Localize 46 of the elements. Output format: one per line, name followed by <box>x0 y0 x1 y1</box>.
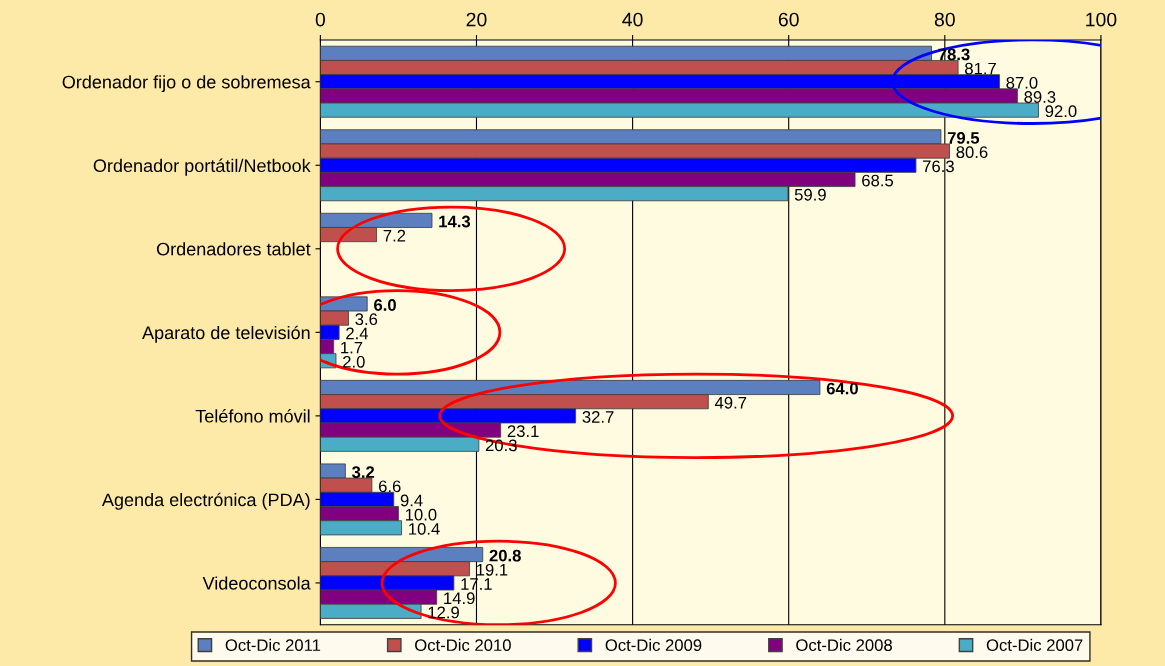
data-label: 59.9 <box>794 188 826 201</box>
data-label: 80.6 <box>956 146 988 159</box>
y-tick-label: Aparato de televisión <box>142 325 310 343</box>
data-label: 19.1 <box>476 563 508 576</box>
data-label: 9.4 <box>400 494 423 507</box>
y-tick-label: Videoconsola <box>202 576 311 590</box>
x-tick-label: 100 <box>1086 12 1117 27</box>
x-tick-label: 40 <box>622 12 643 27</box>
data-label: 87.0 <box>1006 76 1038 89</box>
data-label: 68.5 <box>862 174 894 187</box>
data-label: 14.3 <box>439 215 471 228</box>
data-label: 79.5 <box>947 132 980 144</box>
data-label: 89.3 <box>1024 91 1056 103</box>
data-label: 32.7 <box>582 411 614 423</box>
data-label: 6.6 <box>378 480 401 493</box>
x-tick-label: 80 <box>934 12 955 27</box>
legend-label: Oct-Dic 2011 <box>225 638 321 652</box>
data-label: 64.0 <box>826 382 858 395</box>
data-label: 14.9 <box>444 592 475 605</box>
data-label: 10.0 <box>405 508 437 521</box>
data-label: 81.7 <box>965 62 996 75</box>
data-label: 6.0 <box>374 299 396 311</box>
data-label: 49.7 <box>714 396 747 409</box>
y-tick-label: Ordenador portátil/Netbook <box>93 158 311 176</box>
data-label: 92.0 <box>1045 105 1077 118</box>
legend-label: Oct-Dic 2010 <box>415 638 511 652</box>
data-label: 3.6 <box>355 313 378 326</box>
data-label: 20.8 <box>489 549 521 562</box>
y-tick-label: Teléfono móvil <box>195 409 310 423</box>
data-label: 7.2 <box>383 229 406 242</box>
x-tick-label: 0 <box>315 12 326 27</box>
data-label: 2.4 <box>346 327 369 340</box>
data-label: 1.7 <box>341 341 363 354</box>
legend-label: Oct-Dic 2009 <box>605 638 702 652</box>
data-label: 12.9 <box>428 606 459 619</box>
data-label: 10.4 <box>409 522 440 535</box>
x-tick-label: 20 <box>466 12 487 27</box>
data-label: 23.1 <box>507 425 539 438</box>
legend-label: Oct-Dic 2007 <box>986 638 1083 652</box>
y-tick-label: Agenda electrónica (PDA) <box>101 492 310 510</box>
y-tick-label: Ordenadores tablet <box>156 242 311 256</box>
legend-label: Oct-Dic 2008 <box>796 638 892 652</box>
data-label: 3.2 <box>351 466 375 479</box>
x-tick-label: 60 <box>778 12 799 27</box>
data-label: 2.0 <box>343 355 365 368</box>
y-tick-label: Ordenador fijo o de sobremesa <box>62 75 311 93</box>
